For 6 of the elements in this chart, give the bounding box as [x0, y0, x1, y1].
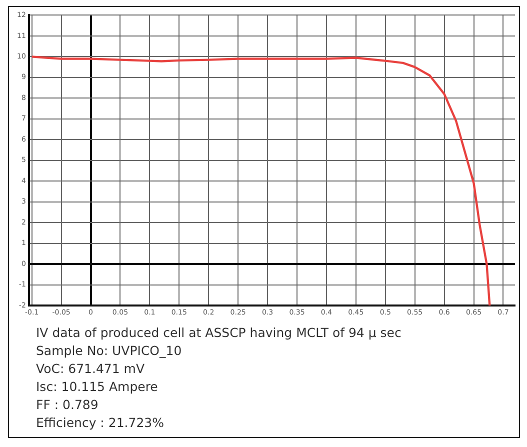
text: FF : 0.789	[36, 396, 100, 414]
text: VoC: 671.471 mV	[36, 360, 146, 378]
text: Sample No: UVPICO_10	[36, 342, 183, 360]
text: Efficiency : 21.723%	[36, 414, 165, 432]
text: Isc: 10.115 Ampere	[36, 378, 159, 396]
text: IV data of produced cell at ASSCP having MCLT of 94 µ sec	[36, 324, 402, 342]
